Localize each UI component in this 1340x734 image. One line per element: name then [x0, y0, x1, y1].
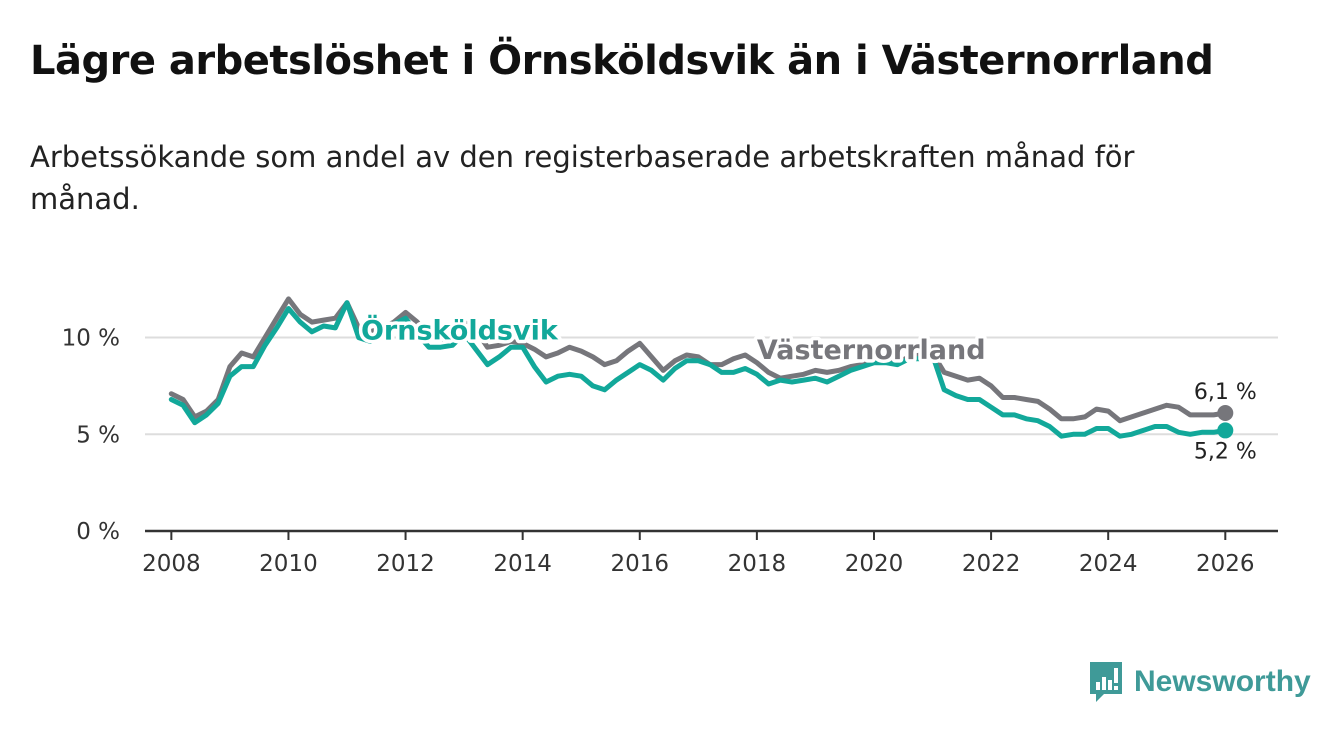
- y-tick-label: 5 %: [76, 422, 120, 448]
- newsworthy-logo-text: Newsworthy: [1134, 665, 1311, 698]
- series-name-label: Örnsköldsvik: [361, 313, 559, 346]
- series-lines: [168, 296, 1234, 439]
- series-labels: 6,1 % 5,2 % Västernorrland Örnsköldsvik: [357, 310, 1257, 464]
- y-tick-label: 0 %: [76, 519, 120, 545]
- end-value-label: 5,2 %: [1194, 439, 1257, 464]
- x-tick-label: 2010: [259, 551, 318, 577]
- x-tick-label: 2012: [376, 551, 435, 577]
- series-name-label: Västernorrland: [757, 335, 986, 366]
- x-tick-label: 2024: [1079, 551, 1138, 577]
- grid-lines: [145, 336, 1278, 436]
- series-end-point-1: [1217, 422, 1234, 439]
- series-end-point-0: [1217, 405, 1234, 421]
- x-tick-label: 2008: [142, 551, 201, 577]
- x-tick-label: 2014: [493, 551, 552, 577]
- chart-subtitle: Arbetssökande som andel av den registerb…: [30, 140, 1135, 216]
- x-tick-label: 2026: [1196, 551, 1255, 577]
- end-value-label: 6,1 %: [1194, 380, 1257, 405]
- x-tick-label: 2020: [845, 551, 904, 577]
- x-tick-label: 2018: [728, 551, 787, 577]
- y-tick-label: 10 %: [62, 326, 120, 352]
- series-line-1: [168, 300, 1228, 439]
- newsworthy-logo-icon: [1090, 662, 1122, 702]
- x-tick-label: 2022: [962, 551, 1021, 577]
- newsworthy-logo[interactable]: Newsworthy: [1088, 660, 1311, 704]
- x-axis: 0 % 5 % 10 % 2008 2010 2012 2014 2016 2018 2020 20…: [62, 326, 1278, 577]
- x-tick-label: 2016: [610, 551, 669, 577]
- chart-title: Lägre arbetslöshet i Örnsköldsvik än i V…: [30, 38, 1214, 84]
